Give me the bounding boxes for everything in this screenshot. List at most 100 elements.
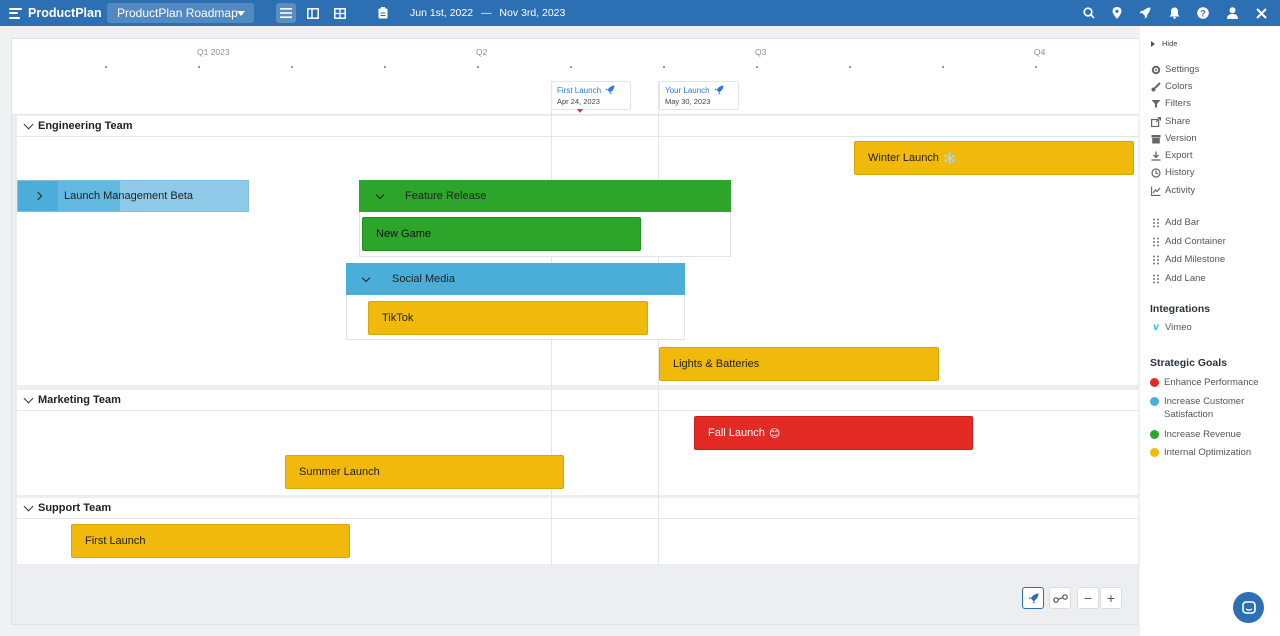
collapse-toggle[interactable]	[346, 263, 386, 295]
integration-vimeo[interactable]: v Vimeo	[1151, 322, 1192, 333]
logo-icon	[9, 7, 22, 19]
month-tick	[477, 66, 479, 68]
milestone-date: Apr 24, 2023	[557, 97, 600, 106]
bar-label: Lights & Batteries	[673, 358, 760, 370]
goal-increase-revenue[interactable]: Increase Revenue	[1150, 428, 1268, 441]
bar-tiktok[interactable]: TikTok	[368, 301, 648, 335]
app-logo[interactable]: ProductPlan	[9, 5, 102, 21]
board-view-button[interactable]	[303, 3, 323, 23]
chevron-down-icon	[375, 190, 385, 199]
bar-first-launch[interactable]: First Launch	[71, 524, 350, 558]
chat-button[interactable]	[1233, 592, 1264, 623]
rocket-icon	[1028, 593, 1038, 603]
list-icon	[280, 8, 292, 18]
vimeo-icon: v	[1153, 322, 1159, 333]
map-pin-icon[interactable]	[1109, 5, 1125, 21]
container-feature-release[interactable]: Feature Release	[359, 180, 731, 212]
chevron-down-icon[interactable]	[23, 119, 34, 129]
dependencies-toggle-button[interactable]	[1049, 587, 1071, 609]
lane-title: Marketing Team	[38, 394, 121, 406]
container-social-media[interactable]: Social Media	[346, 263, 685, 295]
date-end: Nov 3rd, 2023	[499, 7, 566, 19]
milestone-name: Your Launch	[665, 85, 710, 95]
list-view-button[interactable]	[276, 3, 296, 23]
goal-enhance-performance[interactable]: Enhance Performance	[1150, 376, 1268, 389]
menu-label: Export	[1165, 150, 1193, 161]
month-tick	[198, 66, 200, 68]
integrations-title: Integrations	[1150, 303, 1211, 315]
add-item-label: Add Bar	[1165, 217, 1200, 228]
container-label: Launch Management Beta	[64, 190, 194, 202]
goal-color-dot	[1150, 430, 1159, 439]
lane-body-engineering	[17, 137, 1138, 385]
month-tick	[849, 66, 851, 68]
goal-increase-customer-satisfaction[interactable]: Increase Customer Satisfaction	[1150, 395, 1268, 421]
lane-header-engineering[interactable]: Engineering Team	[17, 116, 1138, 137]
menu-label: Settings	[1165, 64, 1200, 75]
add-milestone-item[interactable]: Add Milestone	[1151, 254, 1225, 265]
menu-label: Share	[1165, 116, 1191, 127]
filter-icon	[1151, 99, 1161, 109]
date-range[interactable]: Jun 1st, 2022 — Nov 3rd, 2023	[410, 7, 565, 19]
month-tick	[570, 66, 572, 68]
user-icon[interactable]	[1224, 5, 1240, 21]
roadmap-selector[interactable]: ProductPlan Roadmap	[107, 3, 254, 23]
add-item-label: Add Milestone	[1165, 254, 1226, 265]
chevron-down-icon[interactable]	[23, 501, 34, 511]
zoom-in-button[interactable]: +	[1100, 587, 1122, 609]
menu-share[interactable]: Share	[1151, 116, 1190, 127]
container-launch-management-beta[interactable]: Launch Management Beta	[17, 180, 249, 212]
add-bar-item[interactable]: Add Bar	[1151, 217, 1199, 228]
quarter-label: Q1 2023	[197, 47, 230, 57]
hide-sidebar-button[interactable]: Hide	[1151, 39, 1177, 48]
bar-new-game[interactable]: New Game	[362, 217, 641, 251]
month-tick	[663, 66, 665, 68]
bar-winter-launch[interactable]: Winter Launch ❄️	[854, 141, 1134, 175]
bar-summer-launch[interactable]: Summer Launch	[285, 455, 564, 489]
month-tick	[756, 66, 758, 68]
menu-export[interactable]: Export	[1151, 150, 1192, 161]
lane-header-support[interactable]: Support Team	[17, 498, 1138, 519]
chevron-down-icon	[361, 273, 371, 282]
rocket-icon[interactable]	[1137, 5, 1153, 21]
goal-label: Enhance Performance	[1164, 377, 1259, 388]
bell-icon[interactable]	[1166, 5, 1182, 21]
menu-activity[interactable]: Activity	[1151, 185, 1195, 196]
table-view-button[interactable]	[330, 3, 350, 23]
menu-settings[interactable]: Settings	[1151, 64, 1199, 75]
milestone-toggle-button[interactable]	[1022, 587, 1044, 609]
goal-label: Internal Optimization	[1164, 447, 1252, 458]
brush-icon	[1151, 81, 1161, 92]
bar-lights-batteries[interactable]: Lights & Batteries	[659, 347, 939, 381]
expand-toggle[interactable]	[18, 181, 58, 211]
menu-version[interactable]: Version	[1151, 133, 1197, 144]
menu-history[interactable]: History	[1151, 167, 1195, 178]
rocket-icon	[714, 85, 724, 95]
menu-colors[interactable]: Colors	[1151, 81, 1192, 92]
goal-internal-optimization[interactable]: Internal Optimization	[1150, 446, 1268, 459]
add-lane-item[interactable]: Add Lane	[1151, 273, 1206, 284]
date-start: Jun 1st, 2022	[410, 7, 474, 19]
menu-filters[interactable]: Filters	[1151, 98, 1191, 109]
date-separator: —	[480, 7, 492, 19]
collapse-toggle[interactable]	[359, 180, 401, 212]
chevron-down-icon[interactable]	[23, 393, 34, 403]
clipboard-icon[interactable]	[375, 5, 391, 21]
menu-label: Colors	[1165, 81, 1193, 92]
columns-icon	[307, 7, 319, 19]
chart-line-icon	[1151, 186, 1161, 196]
download-icon	[1151, 151, 1161, 161]
search-icon[interactable]	[1081, 5, 1097, 21]
zoom-out-button[interactable]: −	[1077, 587, 1099, 609]
add-container-item[interactable]: Add Container	[1151, 236, 1226, 247]
help-icon[interactable]: ?	[1195, 5, 1211, 21]
close-icon[interactable]	[1253, 5, 1269, 21]
milestone-first-launch[interactable]: First Launch Apr 24, 2023	[551, 81, 631, 113]
bar-fall-launch[interactable]: Fall Launch 😊	[694, 416, 973, 450]
lane-header-marketing[interactable]: Marketing Team	[17, 390, 1138, 411]
drag-handle-icon	[1151, 237, 1161, 247]
milestone-your-launch[interactable]: Your Launch May 30, 2023	[659, 81, 739, 110]
goal-label: Increase Customer Satisfaction	[1164, 396, 1245, 420]
month-tick	[1035, 66, 1037, 68]
link-icon	[1052, 593, 1068, 603]
